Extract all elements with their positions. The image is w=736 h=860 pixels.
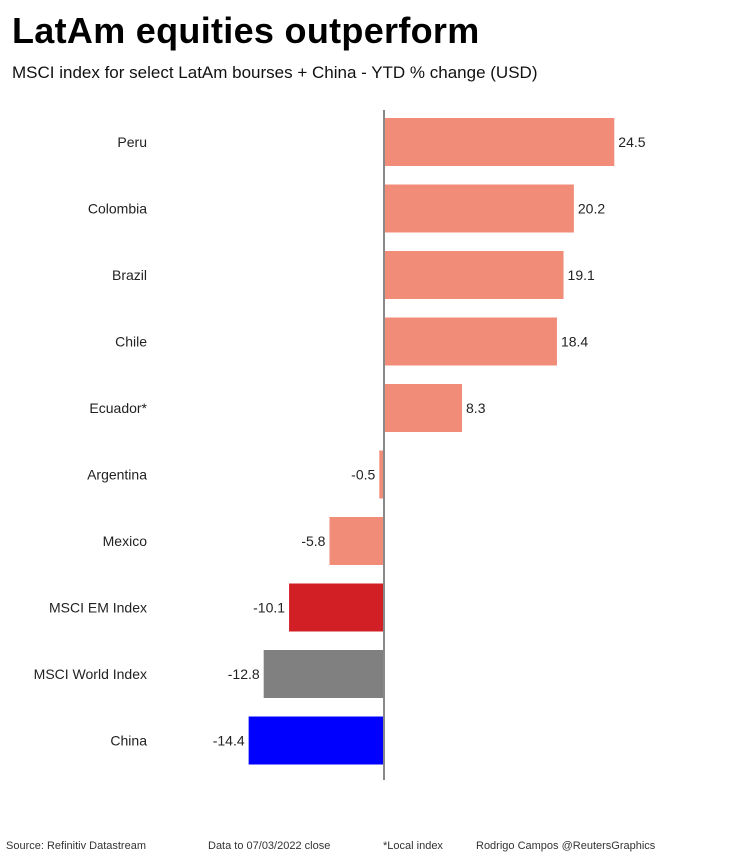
category-label: Chile <box>115 334 147 350</box>
bar-brazil <box>384 251 564 299</box>
bar-chart: Peru 24.5 Colombia 20.2 Brazil 19.1 Chile 18.4 E… <box>34 110 646 780</box>
chart-title: LatAm equities outperform <box>12 10 480 51</box>
local-index-note: *Local index <box>383 840 443 852</box>
category-label: China <box>110 733 147 749</box>
bar-chile <box>384 317 557 366</box>
date-note: Data to 07/03/2022 close <box>208 840 331 852</box>
category-label: Argentina <box>87 467 147 483</box>
bar-ecuador <box>384 384 463 432</box>
category-label: Brazil <box>112 267 147 283</box>
source-note: Source: Refinitiv Datastream <box>6 840 146 852</box>
category-label: Peru <box>117 134 147 150</box>
value-label: 8.3 <box>466 400 486 416</box>
bar-peru <box>384 118 615 166</box>
value-label: 20.2 <box>578 201 605 217</box>
category-label: Mexico <box>103 533 148 549</box>
credit-note: Rodrigo Campos @ReutersGraphics <box>476 840 656 852</box>
category-label: Ecuador* <box>89 400 147 416</box>
bar-mexico <box>329 517 384 565</box>
chart-subtitle: MSCI index for select LatAm bourses + Ch… <box>12 63 538 82</box>
value-label: -5.8 <box>301 533 325 549</box>
category-label: Colombia <box>88 201 147 217</box>
value-label: 18.4 <box>561 334 588 350</box>
value-label: 24.5 <box>618 134 645 150</box>
value-label: -0.5 <box>351 467 375 483</box>
value-label: 19.1 <box>568 267 595 283</box>
bar-argentina <box>379 450 384 499</box>
bar-colombia <box>384 184 574 233</box>
bar-msci-em-index <box>289 583 384 632</box>
bar-msci-world-index <box>263 650 384 698</box>
value-label: -12.8 <box>228 666 260 682</box>
value-label: -10.1 <box>253 600 285 616</box>
category-label: MSCI EM Index <box>49 600 147 616</box>
bar-china <box>248 716 384 765</box>
value-label: -14.4 <box>213 733 245 749</box>
category-label: MSCI World Index <box>34 666 147 682</box>
